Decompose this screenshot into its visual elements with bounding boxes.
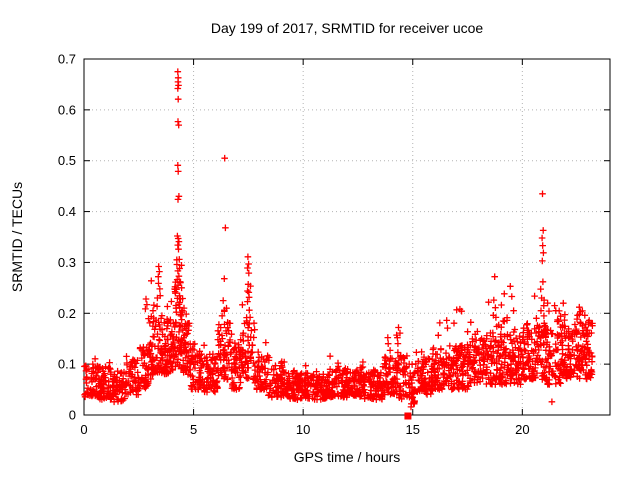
tick-labels-layer: 0 5 10 15 20 0 0.1 0.2 0.3 0.4 0.5 0.6 0.7	[58, 52, 530, 438]
x-tick-label: 0	[80, 422, 87, 437]
x-tick-label: 10	[296, 422, 310, 437]
plot-border	[83, 58, 611, 416]
y-tick-label: 0.6	[58, 102, 76, 117]
x-tick-label: 5	[190, 422, 197, 437]
y-tick-label: 0.3	[58, 255, 76, 270]
y-tick-label: 0	[69, 408, 76, 423]
data-points-path	[81, 68, 596, 411]
x-axis-label: GPS time / hours	[294, 449, 401, 465]
y-axis-label: SRMTID / TECUs	[9, 182, 25, 292]
y-tick-label: 0.1	[58, 357, 76, 372]
x-tick-label: 20	[515, 422, 529, 437]
y-tick-label: 0.2	[58, 306, 76, 321]
y-tick-label: 0.7	[58, 52, 76, 67]
zero-value-square-marker	[404, 412, 412, 420]
y-tick-label: 0.4	[58, 204, 76, 219]
y-tick-label: 0.5	[58, 153, 76, 168]
chart-title: Day 199 of 2017, SRMTID for receiver uco…	[211, 20, 484, 36]
x-tick-label: 15	[406, 422, 420, 437]
points-layer	[81, 68, 596, 420]
tick-marks-layer	[83, 58, 610, 416]
